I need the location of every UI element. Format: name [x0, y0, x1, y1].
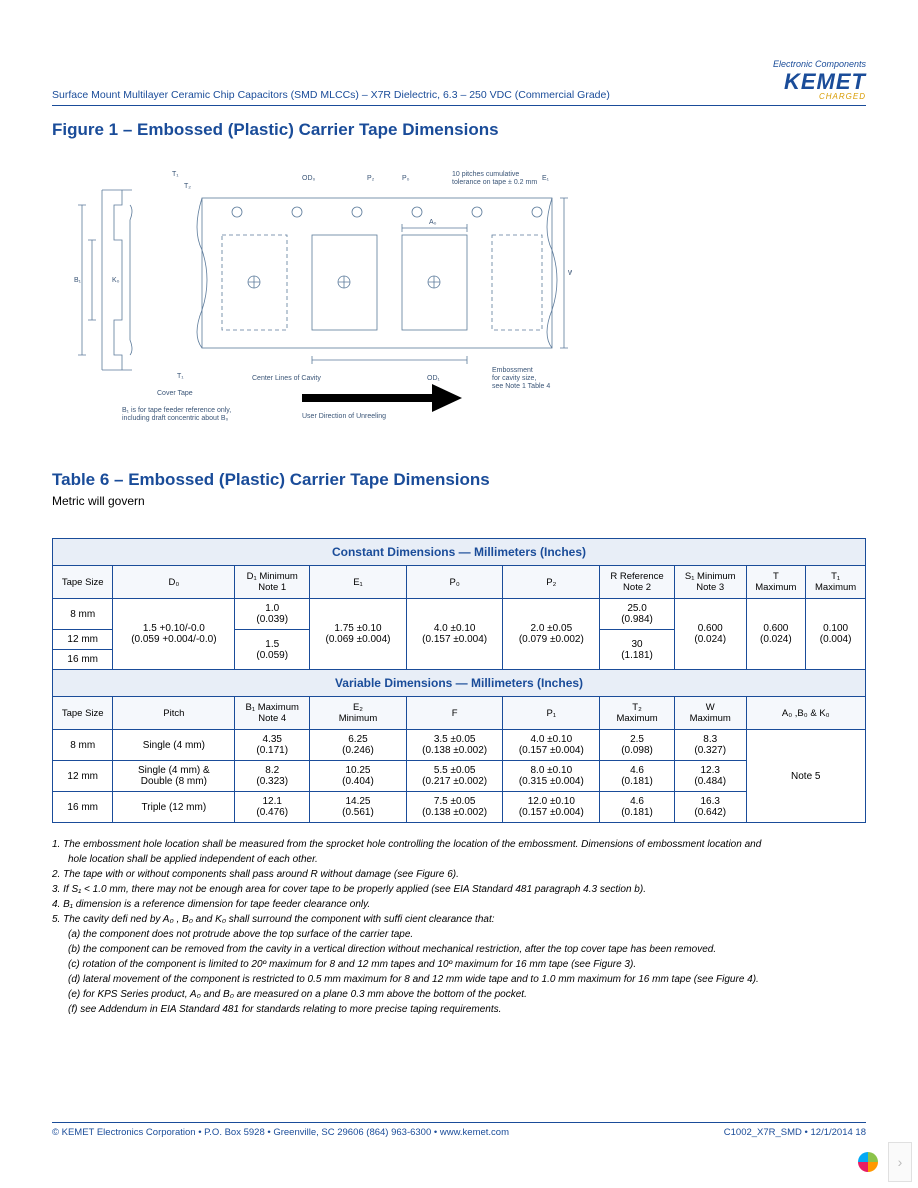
svg-text:E₁: E₁: [542, 175, 550, 182]
kemet-logo: KEMET: [784, 69, 866, 94]
svg-text:tolerance on tape ± 0.2 mm: tolerance on tape ± 0.2 mm: [452, 179, 537, 186]
table-row: 8 mm 1.5 +0.10/-0.0(0.059 +0.004/-0.0) 1…: [53, 599, 866, 630]
vcol-e2: E₂Minimum: [310, 697, 407, 730]
svg-text:T₂: T₂: [184, 183, 191, 190]
corner-controls: ›: [854, 1142, 912, 1182]
svg-text:10 pitches cumulative: 10 pitches cumulative: [452, 171, 519, 178]
next-page-button[interactable]: ›: [888, 1142, 912, 1182]
logo-block: Electronic Components KEMET CHARGED: [773, 60, 866, 101]
col-d1: D₁ MinimumNote 1: [235, 566, 310, 599]
note-5c: (c) rotation of the component is limited…: [52, 957, 866, 972]
logo-tagline: Electronic Components: [773, 60, 866, 69]
svg-text:for cavity size,: for cavity size,: [492, 375, 536, 382]
svg-text:T₁: T₁: [177, 373, 184, 380]
col-p0: P₀: [406, 566, 503, 599]
svg-text:A₀: A₀: [429, 219, 437, 226]
section-variable: Variable Dimensions — Millimeters (Inche…: [53, 670, 866, 697]
flower-icon: [854, 1148, 882, 1176]
section-constant: Constant Dimensions — Millimeters (Inche…: [53, 539, 866, 566]
note-1b: hole location shall be applied independe…: [52, 852, 866, 867]
note-5f: (f) see Addendum in EIA Standard 481 for…: [52, 1002, 866, 1017]
svg-text:Cover Tape: Cover Tape: [157, 390, 193, 397]
figure-title: Figure 1 – Embossed (Plastic) Carrier Ta…: [52, 120, 866, 140]
note-5b: (b) the component can be removed from th…: [52, 942, 866, 957]
svg-text:including draft concentric abo: including draft concentric about B₀: [122, 415, 229, 422]
col-t1: T₁Maximum: [806, 566, 866, 599]
note-2: 2. The tape with or without components s…: [52, 867, 866, 882]
vcol-b1: B₁ MaximumNote 4: [235, 697, 310, 730]
note-1: 1. The embossment hole location shall be…: [52, 837, 866, 852]
svg-text:see Note 1 Table 4: see Note 1 Table 4: [492, 383, 550, 390]
note-5d: (d) lateral movement of the component is…: [52, 972, 866, 987]
figure-diagram: T₁ T₂ OD₀ P₂ P₀ 10 pitches cumulative toler…: [72, 150, 572, 430]
table-row: 12 mm Single (4 mm) &Double (8 mm) 8.2(0…: [53, 761, 866, 792]
vcol-size: Tape Size: [53, 697, 113, 730]
vcol-w: WMaximum: [674, 697, 746, 730]
note-5: 5. The cavity defi ned by A₀ , B₀ and K₀…: [52, 912, 866, 927]
vcol-abk: A₀ ,B₀ & K₀: [746, 697, 866, 730]
table-row: 16 mm Triple (12 mm) 12.1(0.476) 14.25(0…: [53, 792, 866, 823]
breadcrumb: Surface Mount Multilayer Ceramic Chip Ca…: [52, 89, 610, 101]
footer-right: C1002_X7R_SMD • 12/1/2014 18: [724, 1127, 866, 1138]
note-5a: (a) the component does not protrude abov…: [52, 927, 866, 942]
svg-text:Embossment: Embossment: [492, 367, 533, 374]
note-5e: (e) for KPS Series product, A₀ and B₀ ar…: [52, 987, 866, 1002]
note-3: 3. If S₁ < 1.0 mm, there may not be enou…: [52, 882, 866, 897]
svg-text:OD₁: OD₁: [427, 375, 441, 382]
vcol-t2: T₂Maximum: [600, 697, 675, 730]
page-footer: © KEMET Electronics Corporation • P.O. B…: [52, 1122, 866, 1138]
svg-text:W: W: [568, 270, 572, 277]
charged-label: CHARGED: [773, 93, 866, 101]
svg-text:OD₀: OD₀: [302, 175, 316, 182]
col-d0: D₀: [113, 566, 235, 599]
svg-text:B₁: B₁: [74, 277, 82, 284]
table-subnote: Metric will govern: [52, 494, 866, 508]
page-header: Surface Mount Multilayer Ceramic Chip Ca…: [52, 60, 866, 106]
svg-text:P₂: P₂: [367, 175, 375, 182]
col-e1: E₁: [310, 566, 407, 599]
dimensions-table: Constant Dimensions — Millimeters (Inche…: [52, 538, 866, 823]
svg-text:User Direction of Unreeling: User Direction of Unreeling: [302, 413, 386, 420]
svg-text:T₁: T₁: [172, 171, 179, 178]
table-row: 8 mm Single (4 mm) 4.35(0.171) 6.25(0.24…: [53, 730, 866, 761]
vcol-pitch: Pitch: [113, 697, 235, 730]
note-4: 4. B₁ dimension is a reference dimension…: [52, 897, 866, 912]
notes-block: 1. The embossment hole location shall be…: [52, 837, 866, 1017]
page-content: Figure 1 – Embossed (Plastic) Carrier Ta…: [52, 120, 866, 1017]
col-t: TMaximum: [746, 566, 806, 599]
col-p2: P₂: [503, 566, 600, 599]
footer-left: © KEMET Electronics Corporation • P.O. B…: [52, 1127, 509, 1138]
vcol-f: F: [406, 697, 503, 730]
col-tape-size: Tape Size: [53, 566, 113, 599]
col-s1: S₁ MinimumNote 3: [674, 566, 746, 599]
col-r: R ReferenceNote 2: [600, 566, 675, 599]
table-title: Table 6 – Embossed (Plastic) Carrier Tap…: [52, 470, 866, 490]
svg-text:Center Lines of Cavity: Center Lines of Cavity: [252, 375, 321, 382]
svg-text:K₀: K₀: [112, 277, 120, 284]
svg-text:B₁ is for tape feeder referenc: B₁ is for tape feeder reference only,: [122, 407, 231, 414]
vcol-p1: P₁: [503, 697, 600, 730]
svg-text:P₀: P₀: [402, 175, 410, 182]
